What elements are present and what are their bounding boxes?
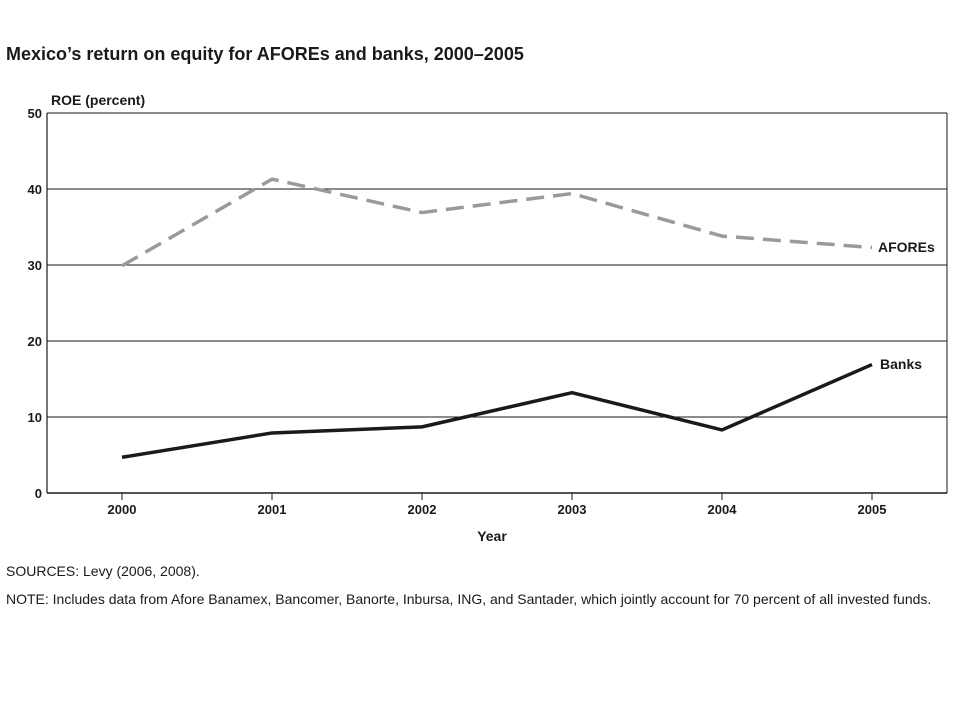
series-label-banks: Banks <box>880 356 922 372</box>
x-tick-label: 2004 <box>708 502 738 517</box>
x-axis-title: Year <box>477 528 507 544</box>
x-tick-label: 2000 <box>108 502 137 517</box>
y-tick-label: 50 <box>28 106 42 121</box>
note-text: NOTE: Includes data from Afore Banamex, … <box>6 591 932 607</box>
series-line-banks <box>121 362 873 460</box>
y-tick-label: 30 <box>28 258 42 273</box>
series-line-afores <box>121 177 873 268</box>
x-tick-label: 2005 <box>858 502 887 517</box>
chart-title: Mexico’s return on equity for AFOREs and… <box>6 44 524 64</box>
y-tick-label: 40 <box>28 182 42 197</box>
x-tick-label: 2003 <box>558 502 587 517</box>
x-tick-label: 2002 <box>408 502 437 517</box>
y-tick-label: 20 <box>28 334 42 349</box>
y-axis-title: ROE (percent) <box>51 92 145 108</box>
y-tick-label: 0 <box>35 486 42 501</box>
series-label-afores: AFOREs <box>878 239 935 255</box>
sources-text: SOURCES: Levy (2006, 2008). <box>6 563 200 579</box>
y-tick-label: 10 <box>28 410 42 425</box>
x-tick-label: 2001 <box>258 502 287 517</box>
line-chart: 0 10 20 30 40 50 2000 2001 2002 2003 2004 2005 ROE (… <box>28 92 948 544</box>
